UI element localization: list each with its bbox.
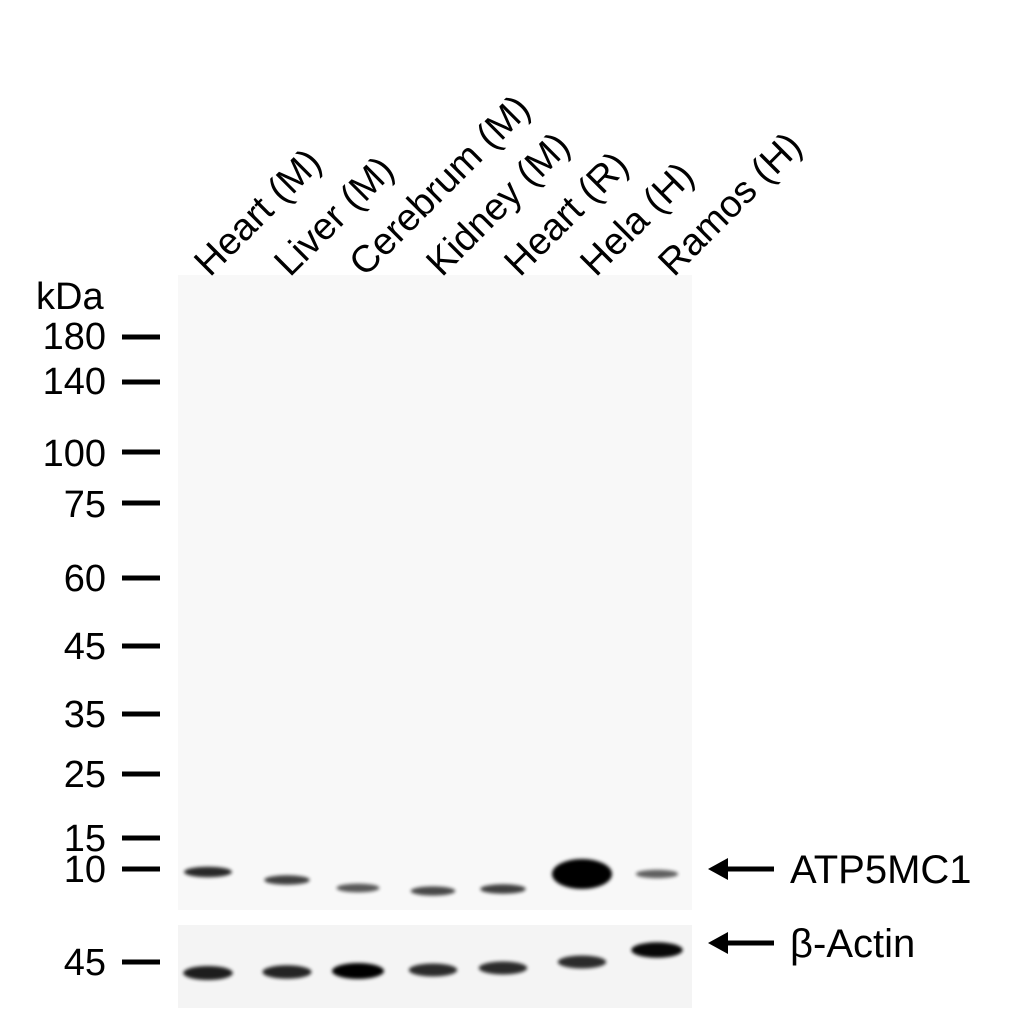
arrow-atp5mc1 — [708, 858, 774, 880]
beta-actin-band — [408, 963, 458, 977]
beta-actin-band — [631, 942, 683, 958]
membrane-upper — [178, 275, 692, 910]
beta-actin-band — [478, 961, 528, 975]
target-label-beta-actin: β-Actin — [790, 922, 916, 966]
beta-actin-band — [262, 965, 312, 979]
marker-45-actin: 45 — [63, 942, 106, 984]
ladder-ticks — [122, 334, 160, 965]
beta-actin-band — [557, 955, 607, 969]
beta-actin-band — [183, 966, 233, 980]
beta-actin-band — [332, 963, 384, 979]
marker-180: 180 — [42, 316, 106, 358]
marker-60: 60 — [63, 558, 106, 600]
marker-100: 100 — [42, 433, 106, 475]
atp5mc1-bands — [184, 859, 679, 896]
marker-10: 10 — [63, 849, 106, 891]
target-label-atp5mc1: ATP5MC1 — [790, 848, 972, 892]
atp5mc1-band — [480, 884, 526, 894]
atp5mc1-band — [336, 883, 380, 893]
marker-35: 35 — [63, 694, 106, 736]
beta-actin-bands — [183, 942, 683, 980]
atp5mc1-band — [635, 869, 679, 879]
marker-45: 45 — [63, 626, 106, 668]
marker-15: 15 — [63, 818, 106, 860]
ladder-unit-label: kDa — [36, 276, 104, 318]
atp5mc1-band — [184, 866, 232, 878]
marker-75: 75 — [63, 484, 106, 526]
atp5mc1-band — [264, 875, 310, 885]
atp5mc1-band — [552, 859, 612, 889]
atp5mc1-band — [410, 886, 456, 896]
marker-140: 140 — [42, 361, 106, 403]
marker-25: 25 — [63, 754, 106, 796]
arrow-beta-actin — [708, 932, 774, 954]
